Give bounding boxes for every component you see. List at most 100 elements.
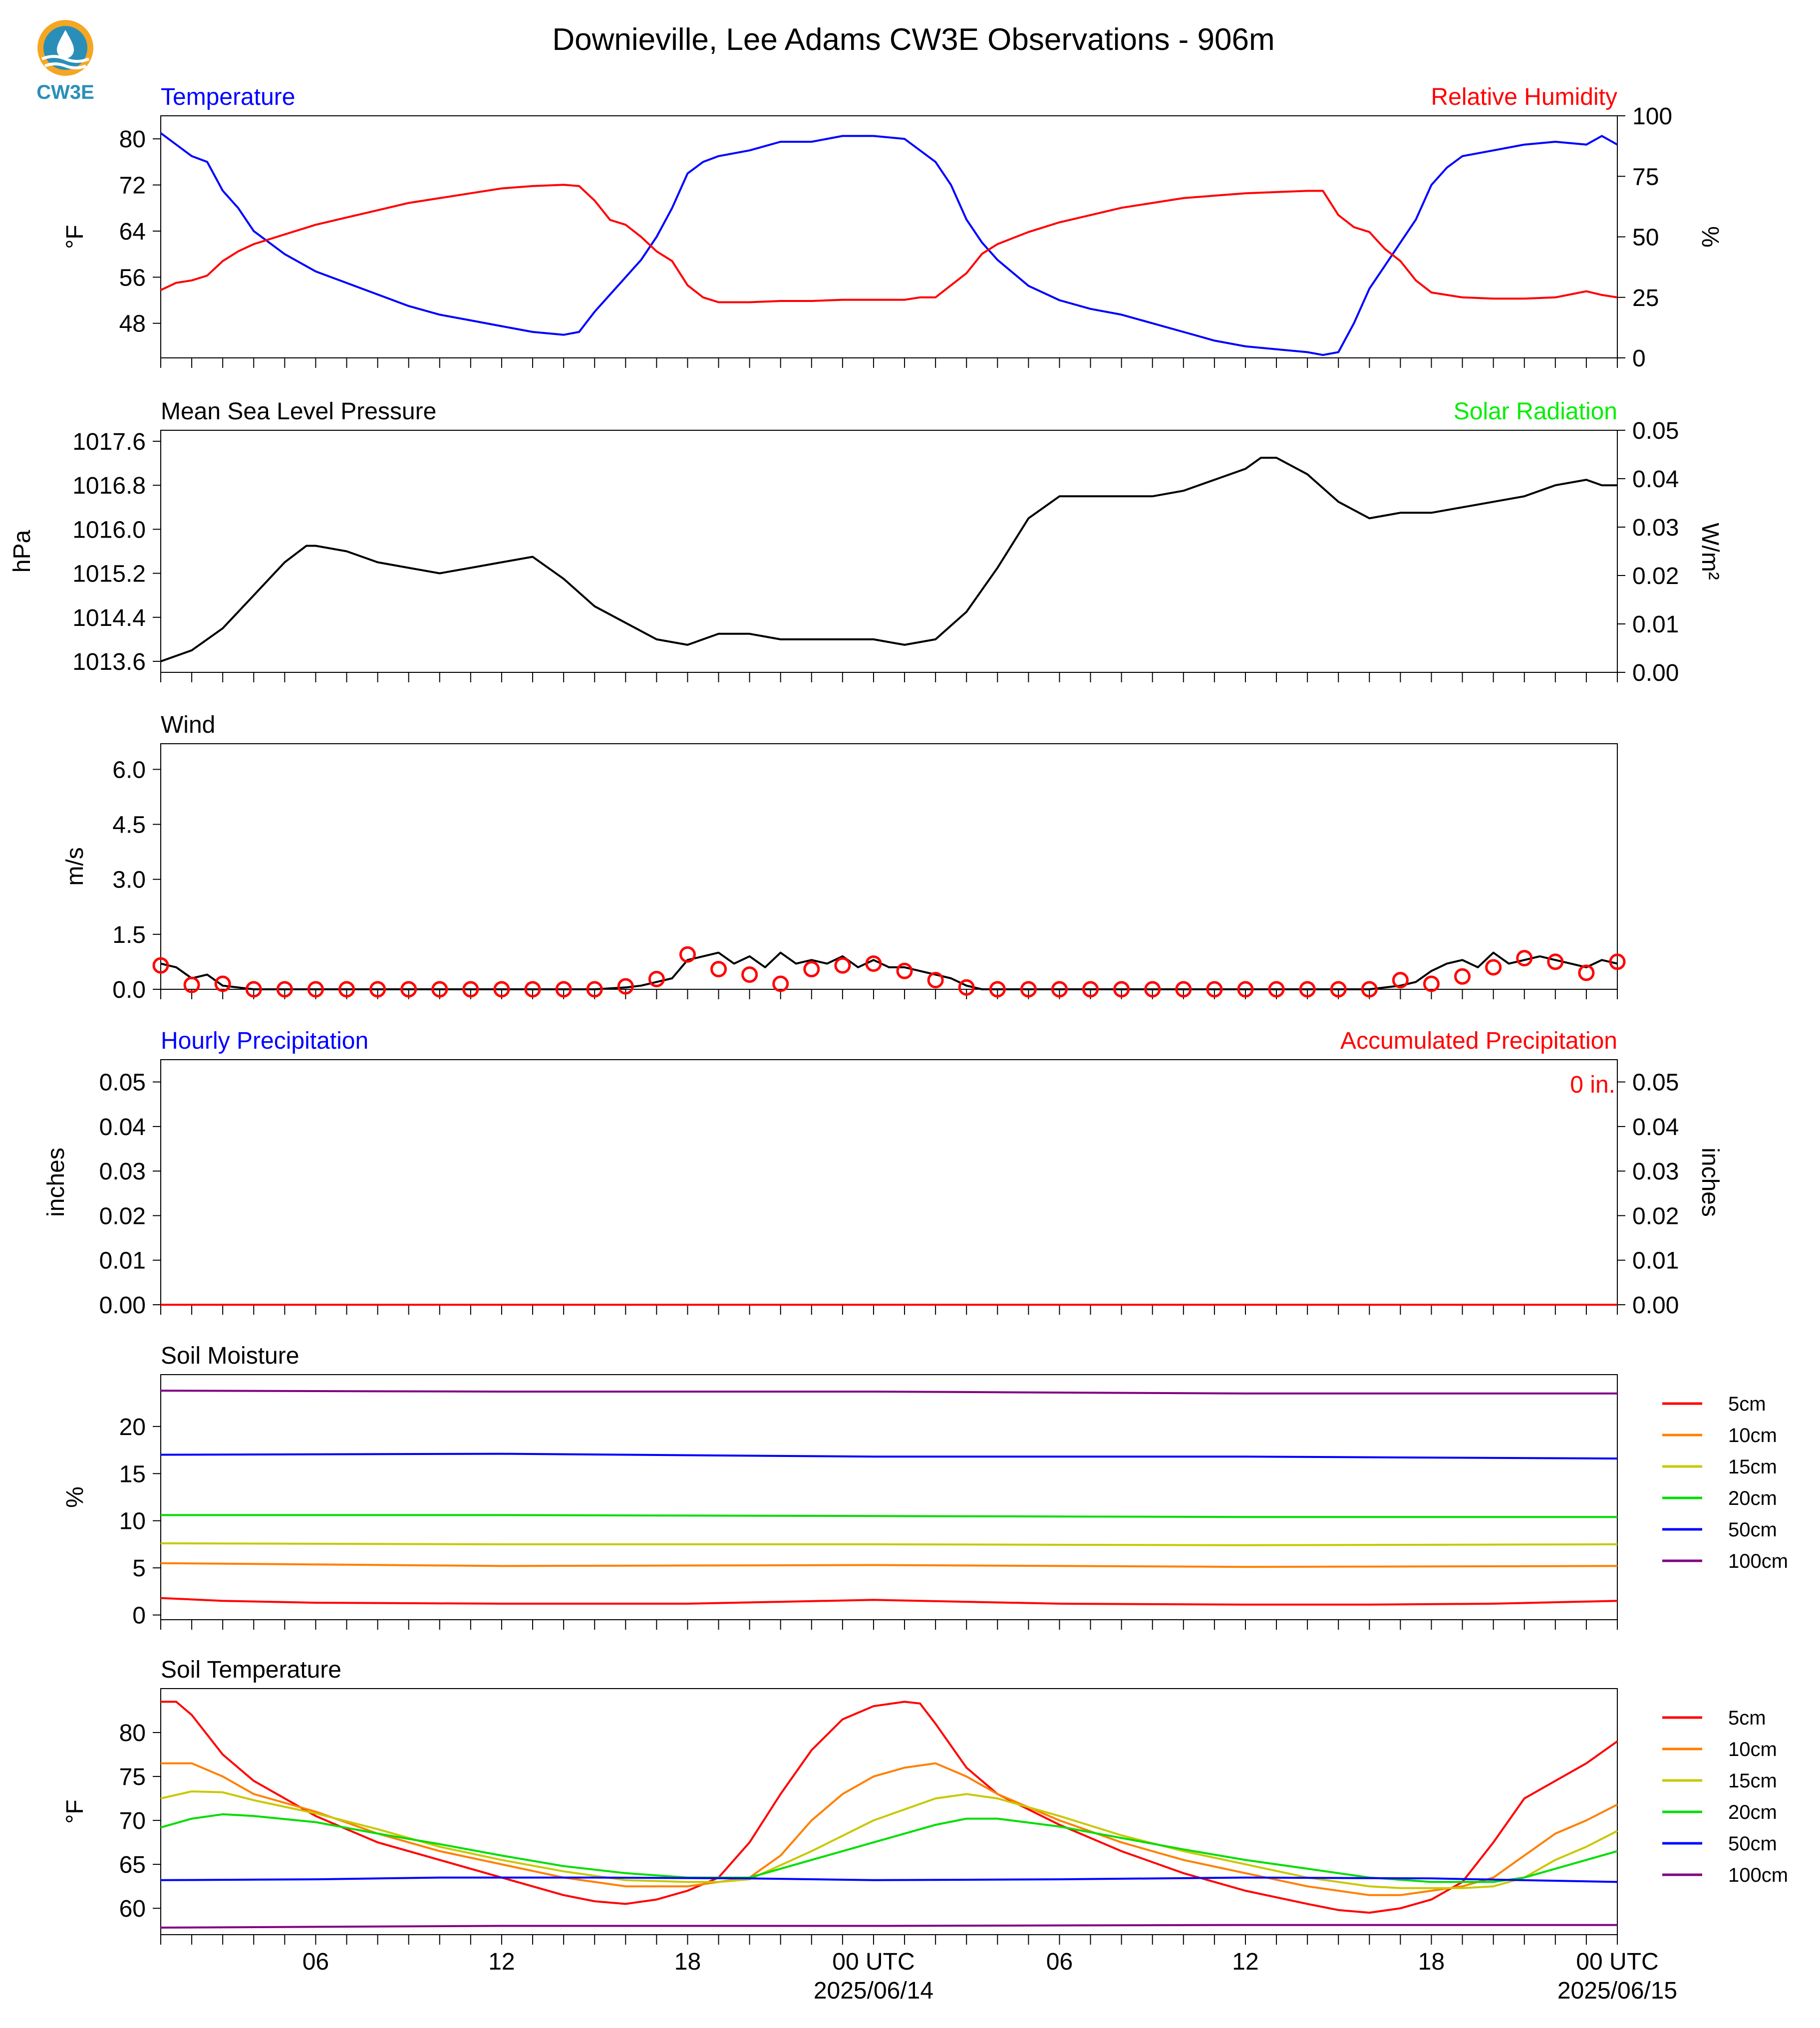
wind-hourly-marker bbox=[772, 975, 789, 992]
y-axis-label: m/s bbox=[62, 847, 88, 885]
y-tick-label: 65 bbox=[119, 1852, 146, 1878]
legend-label: 5cm bbox=[1728, 1393, 1766, 1415]
y-tick-label: 0.02 bbox=[99, 1203, 146, 1229]
legend-label: 100cm bbox=[1728, 1550, 1788, 1572]
wind-hourly-marker bbox=[1237, 981, 1254, 998]
y-tick-label: 1013.6 bbox=[72, 649, 146, 675]
y-tick-label: 1016.0 bbox=[72, 517, 146, 543]
wind-hourly-marker bbox=[617, 978, 634, 995]
series-line-15cm bbox=[160, 1790, 1618, 1889]
wind-hourly-marker bbox=[493, 981, 510, 998]
x-axis-labels: 06 12 18 00 UTC 06 12 18 00 UTC 2025/06/14 2025/0… bbox=[303, 1949, 1677, 2004]
y-tick-label: 0.0 bbox=[112, 977, 146, 1003]
panel-precip: Hourly Precipitation Accumulated Precipit… bbox=[43, 1028, 1723, 1319]
wind-hourly-marker bbox=[1361, 981, 1378, 998]
y-tick-label: 1016.8 bbox=[72, 473, 146, 499]
legend-label: 10cm bbox=[1728, 1425, 1777, 1447]
plot-frame bbox=[160, 1059, 1618, 1305]
panel-soil_temperature: Soil Temperature 60 65 70 75 80 °F 5cm 10cm 15cm 2… bbox=[62, 1657, 1788, 1945]
cw3e-logo: CW3E bbox=[28, 18, 103, 108]
figure-title: Downieville, Lee Adams CW3E Observations… bbox=[552, 22, 1274, 57]
wind-hourly-marker bbox=[462, 981, 479, 998]
series-line-wind-speed bbox=[160, 951, 1618, 990]
y-tick-label: 0.00 bbox=[99, 1292, 146, 1319]
wind-hourly-marker bbox=[1082, 981, 1099, 998]
legend-label: 50cm bbox=[1728, 1519, 1777, 1541]
panel-title: Wind bbox=[161, 712, 215, 738]
wind-hourly-marker bbox=[152, 957, 169, 974]
wind-hourly-marker bbox=[834, 957, 851, 974]
series-line bbox=[160, 184, 1618, 303]
wind-hourly-marker bbox=[1113, 981, 1130, 998]
series-line-50cm bbox=[160, 1452, 1618, 1460]
y-tick-label: 1.5 bbox=[112, 922, 146, 948]
wind-hourly-marker bbox=[648, 970, 665, 987]
y-tick-label: 20 bbox=[119, 1414, 146, 1441]
y-tick-label: 0.01 bbox=[99, 1248, 146, 1274]
y-tick-label: 3.0 bbox=[112, 867, 146, 893]
x-date-label: 2025/06/14 bbox=[814, 1978, 933, 2004]
wind-hourly-marker bbox=[1330, 981, 1347, 998]
panel-title: Soil Moisture bbox=[161, 1343, 299, 1369]
panel-soil_moisture: Soil Moisture 0 5 10 15 20% 5cm 10cm 15cm 20cm 50c… bbox=[62, 1343, 1788, 1630]
panel-title: Temperature bbox=[161, 84, 295, 110]
wind-hourly-marker bbox=[1609, 953, 1626, 970]
y-tick-label: 56 bbox=[119, 265, 146, 291]
y-axis-label: °F bbox=[62, 1799, 88, 1824]
y-tick-label: 64 bbox=[119, 219, 146, 245]
series-line-20cm bbox=[160, 1813, 1618, 1883]
y-tick-label: 4.5 bbox=[112, 812, 146, 839]
wind-hourly-marker bbox=[803, 961, 820, 978]
wind-hourly-marker bbox=[679, 946, 696, 963]
logo-text: CW3E bbox=[36, 81, 94, 103]
wind-hourly-marker bbox=[400, 981, 417, 998]
x-tick-label: 06 bbox=[303, 1949, 329, 1975]
y2-tick-label: 0 bbox=[1632, 345, 1646, 372]
wind-hourly-marker bbox=[1485, 959, 1502, 976]
wind-hourly-marker bbox=[989, 981, 1006, 998]
wind-hourly-marker bbox=[865, 955, 882, 972]
x-tick-label: 12 bbox=[488, 1949, 515, 1975]
y-tick-label: 5 bbox=[132, 1555, 146, 1582]
plot-frame bbox=[160, 1374, 1618, 1620]
x-tick-label: 00 UTC bbox=[832, 1949, 914, 1975]
series-line-15cm bbox=[160, 1542, 1618, 1546]
x-tick-label: 12 bbox=[1232, 1949, 1258, 1975]
y-tick-label: 0.04 bbox=[99, 1114, 146, 1141]
x-tick-label: 06 bbox=[1046, 1949, 1073, 1975]
wind-hourly-marker bbox=[307, 981, 324, 998]
wind-hourly-marker bbox=[710, 961, 727, 978]
series-line-50cm bbox=[160, 1876, 1618, 1883]
y2-tick-label: 100 bbox=[1632, 103, 1672, 130]
wind-hourly-marker bbox=[276, 981, 293, 998]
y-tick-label: 60 bbox=[119, 1896, 146, 1922]
series-line-5cm bbox=[161, 1701, 1618, 1914]
wind-hourly-marker bbox=[1578, 964, 1595, 981]
wind-hourly-marker bbox=[369, 981, 386, 998]
wind-hourly-marker bbox=[896, 962, 913, 979]
y2-tick-label: 0.03 bbox=[1632, 1159, 1679, 1185]
wind-hourly-marker bbox=[1206, 981, 1223, 998]
wind-hourly-marker bbox=[1547, 953, 1564, 970]
wind-hourly-marker bbox=[555, 981, 572, 998]
y2-axis-label: % bbox=[1697, 226, 1723, 248]
x-date-label: 2025/06/15 bbox=[1557, 1978, 1677, 2004]
wind-hourly-marker bbox=[958, 979, 975, 996]
logo-drop-icon bbox=[57, 30, 74, 58]
y2-tick-label: 0.05 bbox=[1632, 1070, 1679, 1096]
y-axis-label: °F bbox=[62, 225, 88, 249]
y-tick-label: 80 bbox=[119, 1720, 146, 1746]
y2-tick-label: 0.02 bbox=[1632, 1203, 1679, 1229]
plot-frame bbox=[160, 115, 1618, 358]
x-tick-label: 18 bbox=[1418, 1949, 1445, 1975]
y-tick-label: 10 bbox=[119, 1508, 146, 1535]
y-tick-label: 1014.4 bbox=[72, 605, 146, 631]
y2-axis-label: W/m² bbox=[1697, 523, 1723, 580]
y2-tick-label: 0.01 bbox=[1632, 611, 1679, 638]
wind-hourly-marker bbox=[1516, 950, 1533, 967]
wind-hourly-marker bbox=[338, 981, 355, 998]
y-tick-label: 0.05 bbox=[99, 1070, 146, 1096]
series-line-20cm bbox=[161, 1514, 1617, 1518]
y2-tick-label: 0.04 bbox=[1632, 1114, 1679, 1141]
y2-tick-label: 0.02 bbox=[1632, 563, 1679, 589]
